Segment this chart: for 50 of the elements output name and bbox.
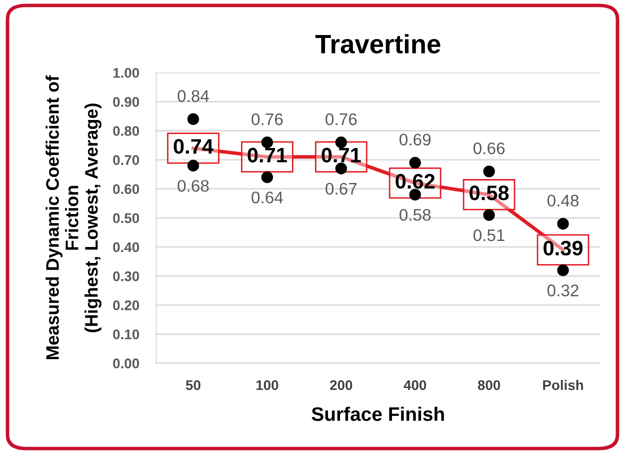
data-label: 0.71 [322, 148, 361, 162]
y-tick-label: 0.80 [113, 126, 140, 136]
y-tick-label: 0.60 [113, 184, 140, 194]
data-label: 0.32 [547, 284, 578, 296]
point [409, 188, 421, 201]
y-tick-label: 0.50 [113, 213, 140, 224]
data-label: 0.62 [396, 174, 435, 189]
point [557, 264, 569, 276]
data-label: 0.71 [248, 148, 287, 162]
chart-title: Travertine [315, 34, 440, 54]
data-label: 0.39 [544, 240, 583, 256]
x-axis-title: Surface Finish [312, 406, 444, 421]
data-label: 0.69 [400, 134, 431, 146]
y-tick-label: 0.70 [113, 155, 140, 165]
y-tick-label: 0.10 [113, 329, 140, 340]
point [261, 171, 274, 184]
point [483, 166, 495, 178]
y-tick-label: 0.20 [113, 300, 140, 310]
y-tick-label: 0.90 [113, 97, 140, 107]
x-tick-label: 50 [186, 380, 200, 390]
data-label: 0.58 [400, 209, 431, 221]
data-label: 0.67 [326, 182, 357, 195]
data-label: 0.51 [473, 229, 504, 242]
x-tick-label: 400 [404, 380, 426, 390]
point [483, 209, 495, 221]
point [557, 218, 569, 230]
data-label: 0.76 [252, 113, 283, 126]
y-tick-label: 1.00 [113, 68, 140, 78]
y-tick-label: 0.30 [113, 271, 140, 282]
point [261, 136, 274, 148]
x-tick-label: 200 [330, 380, 352, 390]
y-tick-label: 0.00 [113, 358, 140, 368]
point [187, 160, 200, 172]
x-tick-label: Polish [543, 380, 583, 390]
point [187, 113, 200, 125]
y-axis-title: Measured Dynamic Coefficient of Friction (Highest, Lowest, Average) [46, 75, 102, 360]
data-label: 0.64 [252, 192, 283, 204]
data-label: 0.48 [547, 194, 579, 207]
data-label: 0.76 [326, 113, 357, 126]
x-tick-label: 800 [478, 380, 500, 390]
x-tick-label: 100 [256, 380, 278, 390]
data-label: 0.84 [178, 90, 209, 102]
y-tick-label: 0.40 [113, 242, 140, 252]
data-label: 0.58 [470, 186, 509, 200]
data-label: 0.74 [174, 139, 214, 154]
data-label: 0.68 [178, 180, 209, 192]
point [335, 162, 347, 174]
point [409, 156, 421, 169]
point [335, 136, 347, 148]
data-label: 0.66 [473, 142, 505, 154]
